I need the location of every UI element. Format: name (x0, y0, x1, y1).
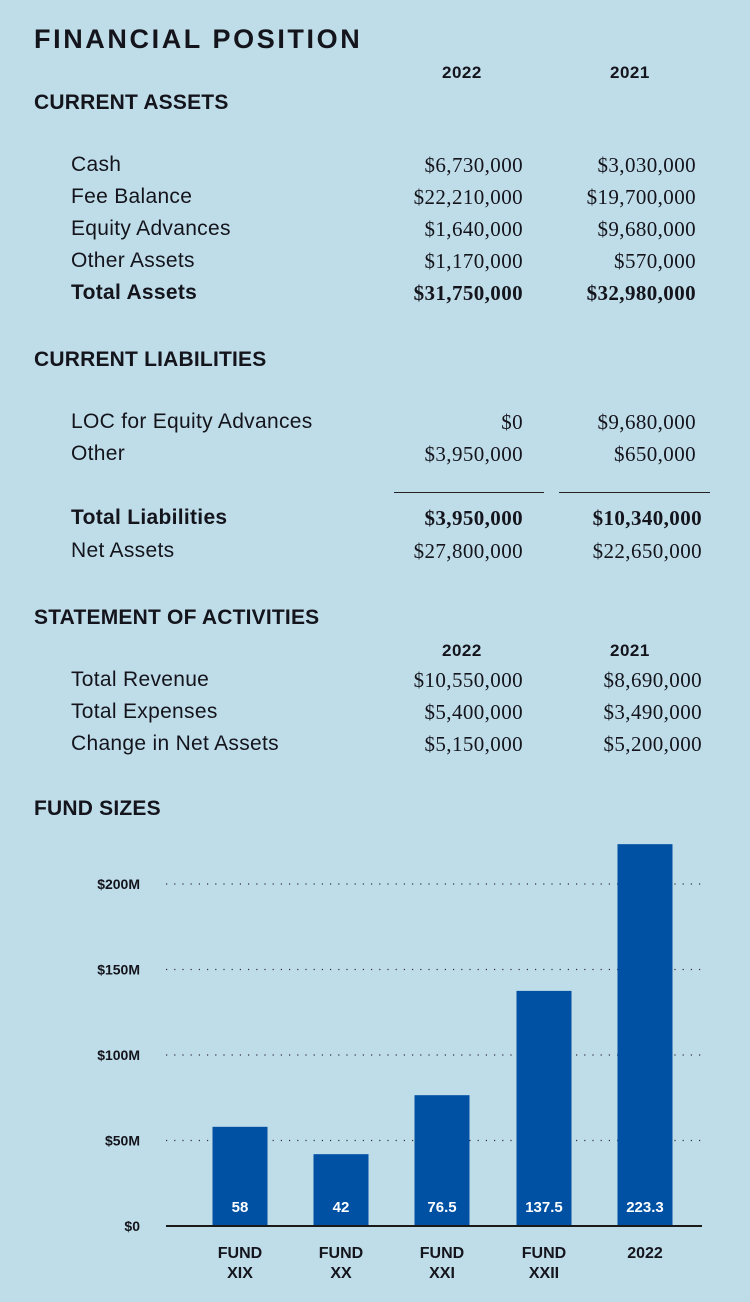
value-2021: $3,490,000 (603, 700, 702, 724)
value-2022: $0 (501, 410, 523, 434)
value-2022: $5,150,000 (424, 732, 523, 756)
value-2021: $570,000 (614, 249, 696, 273)
activities-year-2022: 2022 (442, 641, 482, 660)
current-liabilities-heading: CURRENT LIABILITIES (34, 348, 267, 371)
row-label: Total Liabilities (71, 506, 228, 529)
y-tick-label: $200M (97, 876, 140, 892)
value-2022: $1,640,000 (424, 217, 523, 241)
liability-row-total-liabilities: Total Liabilities $3,950,000 $10,340,000 (0, 506, 750, 536)
value-2021: $5,200,000 (603, 732, 702, 756)
row-label: Total Assets (71, 281, 198, 304)
x-tick-label: FUND (319, 1245, 363, 1262)
year-header-2021: 2021 (610, 63, 650, 82)
row-label: Change in Net Assets (71, 732, 279, 755)
value-2022: $31,750,000 (413, 281, 523, 305)
x-tick-label: XXI (429, 1265, 455, 1282)
value-2022: $22,210,000 (413, 185, 523, 209)
row-label: Equity Advances (71, 217, 231, 240)
bar (313, 1154, 369, 1226)
x-tick-label: XX (330, 1265, 352, 1282)
asset-row-equity-advances: Equity Advances $1,640,000 $9,680,000 (0, 217, 750, 247)
row-label: Net Assets (71, 539, 175, 562)
bar (212, 1126, 268, 1226)
x-tick-label: XIX (227, 1265, 253, 1282)
value-2021: $22,650,000 (592, 539, 702, 563)
x-tick-label: FUND (218, 1245, 262, 1262)
bar-value-label: 58 (232, 1199, 249, 1216)
current-assets-heading: CURRENT ASSETS (34, 91, 229, 114)
value-2022: $5,400,000 (424, 700, 523, 724)
asset-row-cash: Cash $6,730,000 $3,030,000 (0, 153, 750, 183)
value-2021: $32,980,000 (586, 281, 696, 305)
value-2021: $3,030,000 (597, 153, 696, 177)
activities-heading: STATEMENT OF ACTIVITIES (34, 606, 320, 629)
liability-row-loc: LOC for Equity Advances $0 $9,680,000 (0, 410, 750, 440)
liability-row-other: Other $3,950,000 $650,000 (0, 442, 750, 472)
fund-sizes-chart: $0 $50M $100M $150M $200M 58 FUND XIX 42 FUND XX 76… (97, 844, 702, 1282)
value-2022: $10,550,000 (413, 668, 523, 692)
page-title: FINANCIAL POSITION (34, 24, 363, 54)
value-2022: $27,800,000 (413, 539, 523, 563)
subtotal-rule-2021 (559, 492, 710, 493)
y-tick-label: $100M (97, 1047, 140, 1063)
bar (516, 990, 572, 1226)
bar (414, 1095, 470, 1226)
value-2022: $3,950,000 (424, 442, 523, 466)
y-tick-label: $50M (105, 1133, 140, 1149)
row-label: Cash (71, 153, 122, 176)
activity-row-revenue: Total Revenue $10,550,000 $8,690,000 (0, 668, 750, 698)
value-2021: $650,000 (614, 442, 696, 466)
value-2022: $1,170,000 (424, 249, 523, 273)
activity-row-change-net-assets: Change in Net Assets $5,150,000 $5,200,0… (0, 732, 750, 762)
row-label: Other (71, 442, 126, 465)
row-label: Fee Balance (71, 185, 193, 208)
row-label: Total Expenses (71, 700, 218, 723)
subtotal-rule-2022 (394, 492, 544, 493)
value-2021: $9,680,000 (597, 410, 696, 434)
value-2021: $8,690,000 (603, 668, 702, 692)
year-header-2022: 2022 (442, 63, 482, 82)
activities-year-2021: 2021 (610, 641, 650, 660)
x-tick-label: FUND (420, 1245, 464, 1262)
liability-row-net-assets: Net Assets $27,800,000 $22,650,000 (0, 539, 750, 569)
bar-value-label: 223.3 (626, 1199, 664, 1216)
bar (617, 844, 673, 1226)
x-tick-label: 2022 (627, 1245, 663, 1262)
row-label: Other Assets (71, 249, 195, 272)
asset-row-other-assets: Other Assets $1,170,000 $570,000 (0, 249, 750, 279)
bar-value-label: 76.5 (427, 1199, 456, 1216)
bar-value-label: 42 (333, 1199, 350, 1216)
activity-row-expenses: Total Expenses $5,400,000 $3,490,000 (0, 700, 750, 730)
y-tick-label: $0 (124, 1218, 140, 1234)
value-2021: $10,340,000 (592, 506, 702, 530)
value-2021: $19,700,000 (586, 185, 696, 209)
bar-value-label: 137.5 (525, 1199, 563, 1216)
x-tick-label: FUND (522, 1245, 566, 1262)
x-tick-label: XXII (529, 1265, 559, 1282)
asset-row-total-assets: Total Assets $31,750,000 $32,980,000 (0, 281, 750, 311)
value-2021: $9,680,000 (597, 217, 696, 241)
value-2022: $3,950,000 (424, 506, 523, 530)
row-label: Total Revenue (71, 668, 210, 691)
row-label: LOC for Equity Advances (71, 410, 313, 433)
value-2022: $6,730,000 (424, 153, 523, 177)
fund-sizes-heading: FUND SIZES (34, 797, 161, 820)
asset-row-fee-balance: Fee Balance $22,210,000 $19,700,000 (0, 185, 750, 215)
y-tick-label: $150M (97, 962, 140, 978)
